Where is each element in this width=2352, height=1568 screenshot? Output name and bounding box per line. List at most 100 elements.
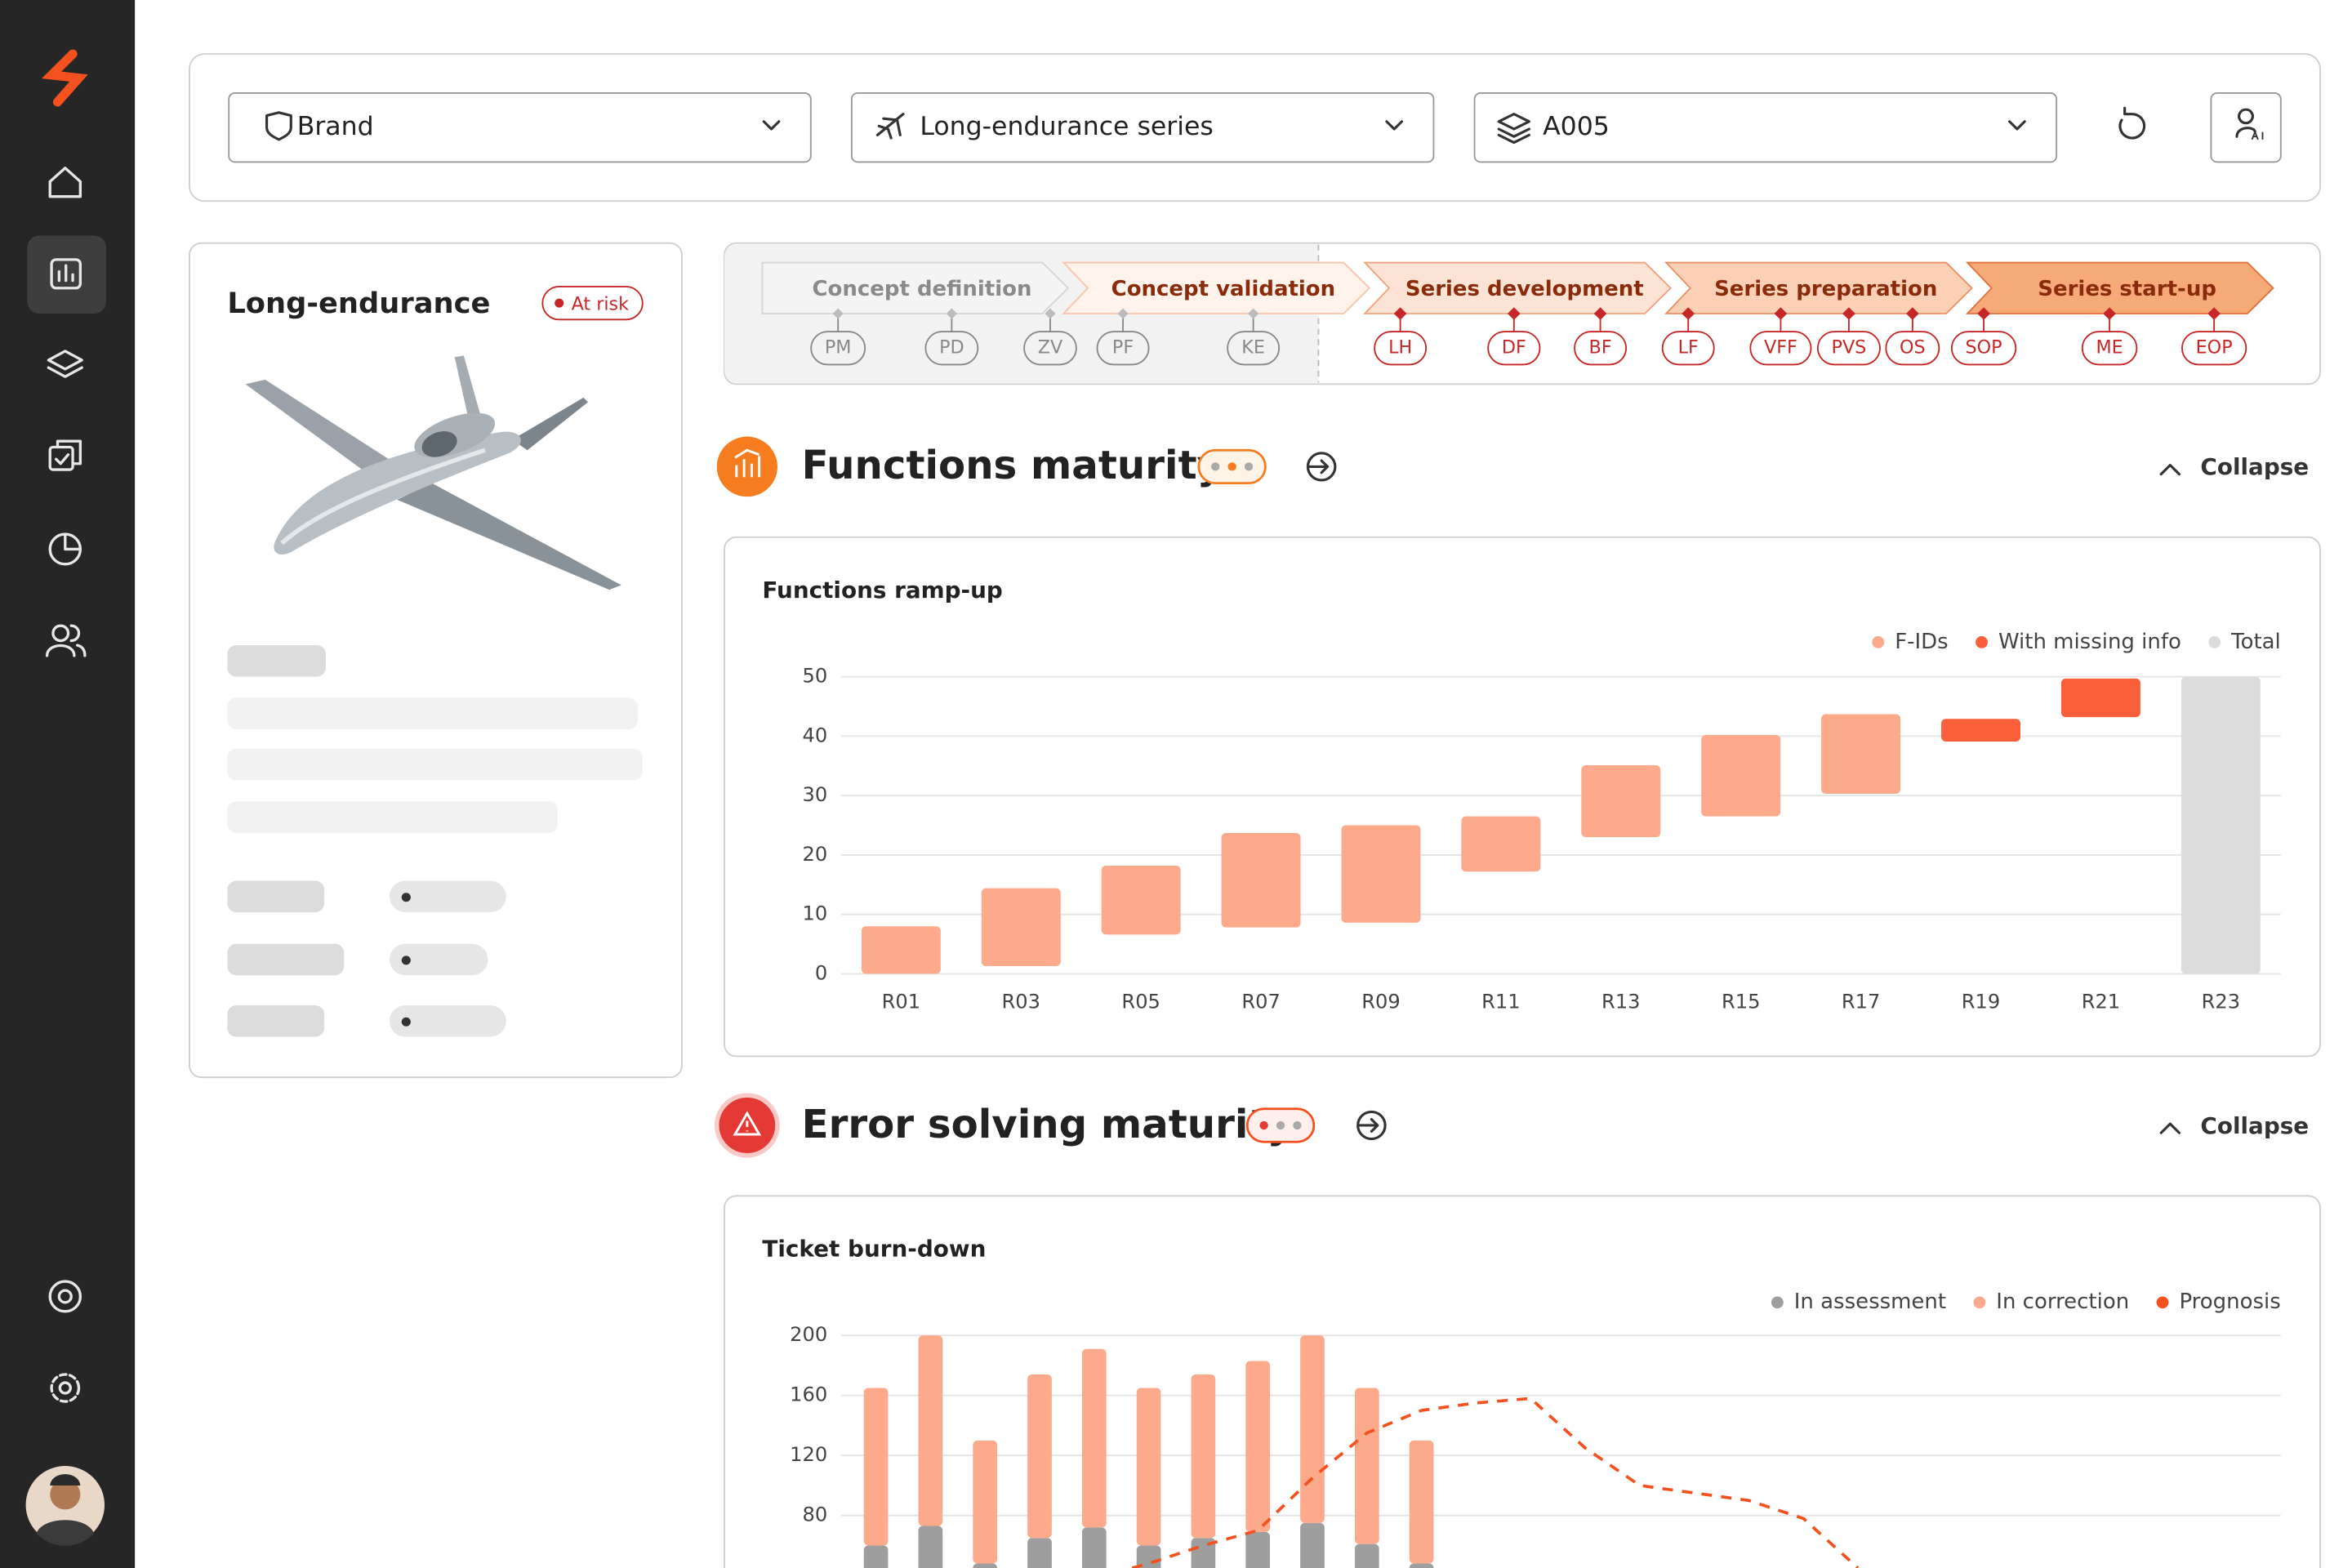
bar-segment [1027,1374,1052,1539]
milestone-label: LF [1678,337,1699,359]
legend-swatch [1976,636,1988,648]
nav-reports[interactable] [48,532,82,566]
milestone-label: SOP [1966,337,2002,359]
plane-icon [875,113,905,140]
bar [1941,719,2020,742]
y-tick-label: 40 [802,724,827,746]
x-tick-label: R09 [1361,990,1400,1013]
milestone-label: PF [1112,337,1134,359]
milestone-badge [924,331,979,366]
phase-chevron [1363,261,1673,314]
collapse-button[interactable]: Collapse [2200,453,2309,480]
phase-chevron [761,261,1070,314]
bar [2180,676,2261,974]
bar-segment [1081,1527,1107,1568]
x-tick-label: R15 [1722,990,1760,1013]
collapse-button[interactable]: Collapse [2200,1112,2309,1139]
bar-segment [1354,1388,1379,1544]
bar [1821,714,1901,794]
filter-label: A005 [1543,112,1610,141]
milestone-badge [810,331,866,366]
bar-segment [1245,1531,1271,1568]
ai-icon-letters [2251,130,2264,140]
filter-dropdown[interactable] [1473,91,2058,163]
x-tick-label: R05 [1121,990,1160,1013]
nav-users[interactable] [45,624,87,657]
section-icon [716,436,777,497]
reset-button[interactable] [2118,106,2146,140]
milestone-label: ZV [1038,337,1062,359]
milestone-badge [1374,331,1428,366]
section-title: Functions maturity [802,443,1223,488]
legend-label: Total [2230,630,2281,654]
nav-layers[interactable] [47,350,83,378]
ai-icon [2235,108,2256,138]
logo[interactable] [41,49,88,107]
open-link-button[interactable] [1306,452,1337,482]
user-avatar[interactable] [25,1466,105,1546]
milestone-badge [1096,331,1150,366]
phase-chevron [1062,261,1371,314]
skeleton-placeholder [227,645,643,1037]
x-tick-label: R11 [1481,990,1520,1013]
nav-home[interactable] [48,167,82,198]
bar-segment [1300,1522,1325,1568]
bar-segment [1245,1361,1271,1532]
status-badge [541,286,644,321]
milestone-badge [1661,331,1715,366]
phase-chevron [1965,261,2274,314]
bar [1341,825,1421,923]
milestone-badge [1227,331,1281,366]
bar [1581,765,1661,838]
legend-label: With missing info [1998,630,2181,654]
collapse-chevron[interactable] [2159,464,2181,476]
chart-card [724,536,2321,1058]
nav-tasks[interactable] [48,439,82,471]
y-tick-label: 10 [802,902,827,925]
bar [981,888,1061,966]
milestone-label: KE [1241,337,1265,359]
y-tick-label: 120 [790,1443,827,1466]
bar-segment [1300,1335,1325,1523]
nav-dashboard[interactable] [50,258,82,290]
bar-segment [918,1335,943,1526]
chart-title: Ticket burn-down [762,1236,986,1263]
bar-segment [1191,1374,1216,1539]
chart-title: Functions ramp-up [762,577,1002,604]
product-card [189,242,683,1079]
filter-dropdown[interactable] [228,91,812,163]
filter-label: Brand [297,112,374,141]
milestone-badge [1885,331,1940,366]
open-link-button[interactable] [1356,1110,1387,1141]
legend-swatch [2156,1296,2169,1309]
collapse-chevron[interactable] [2159,1122,2181,1134]
layers-icon [1497,113,1530,145]
filter-dropdown[interactable] [850,91,1435,163]
bar-segment [973,1440,998,1564]
bar [1101,866,1181,935]
bar [1701,734,1781,817]
milestone-label: BF [1589,337,1612,359]
x-tick-label: R17 [1842,990,1880,1013]
x-tick-label: R19 [1962,990,2000,1013]
legend-label: Prognosis [2179,1290,2280,1314]
charts: Functions ramp-up 0 10 20 30 40 50 Total With mi… [762,577,2281,1568]
bar-segment [1136,1388,1161,1546]
phase-label: Series preparation [1714,277,1937,301]
x-tick-label: R03 [1002,990,1040,1013]
milestone-badge [1487,331,1541,366]
phase-label: Series development [1405,277,1644,301]
nav-help[interactable] [48,1280,82,1313]
legend-label: In correction [1996,1290,2129,1314]
nav-settings[interactable] [50,1373,81,1403]
milestone-badge [2181,331,2247,366]
milestone-label: PVS [1832,337,1867,359]
y-tick-label: 80 [802,1503,827,1526]
product-title: Long-endurance [227,287,490,320]
milestone-label: DF [1502,337,1526,359]
y-tick-label: 20 [802,843,827,866]
y-tick-label: 30 [802,783,827,806]
bar [1221,832,1301,928]
